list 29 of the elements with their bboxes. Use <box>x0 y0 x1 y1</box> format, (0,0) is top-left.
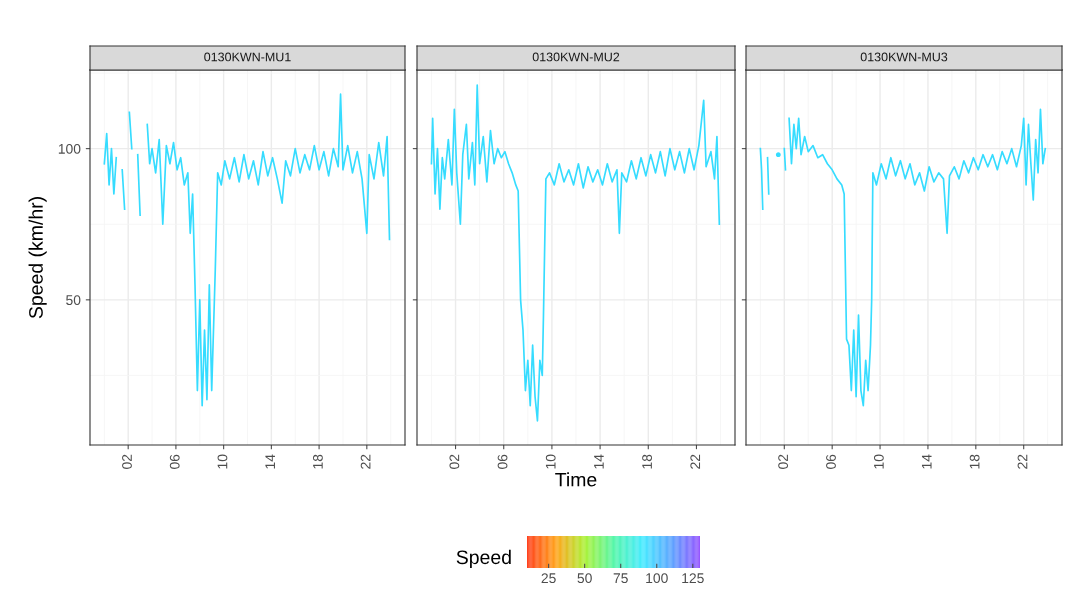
color-bar-label: 75 <box>613 573 628 584</box>
x-tick-label: 10 <box>873 454 884 469</box>
x-tick-label: 02 <box>778 454 789 469</box>
x-tick-label: 10 <box>545 454 556 469</box>
color-bar-label: 100 <box>646 573 668 584</box>
x-tick-label: 14 <box>594 454 604 469</box>
x-tick-label: 22 <box>690 454 701 469</box>
color-bar-title: Speed <box>456 549 511 568</box>
x-tick-label: 18 <box>642 454 652 469</box>
chart-title: 0130KWN-MU2 <box>532 52 620 62</box>
x-tick-label: 18 <box>969 454 980 469</box>
x-tick-label: 10 <box>217 454 228 469</box>
x-tick-label: 02 <box>449 454 460 469</box>
x-tick-label: 22 <box>1017 454 1028 469</box>
color-bar-label: 25 <box>541 573 556 584</box>
x-tick-label: 14 <box>265 454 275 469</box>
x-tick-label: 06 <box>169 454 180 469</box>
color-bar-label: 125 <box>682 573 704 584</box>
x-tick-label: 06 <box>826 454 836 469</box>
chart-title: 0130KWN-MU1 <box>204 52 291 62</box>
chart-title: 0130KWN-MU3 <box>860 52 948 62</box>
x-tick-label: 14 <box>921 454 932 469</box>
x-tick-label: 02 <box>122 454 132 469</box>
x-tick-label: 18 <box>312 454 323 469</box>
x-axis-title: Time <box>555 472 597 487</box>
y-axis-title: Speed (km/hr) <box>28 197 47 319</box>
x-tick-label: 06 <box>497 454 508 469</box>
color-bar-label: 50 <box>577 573 592 584</box>
x-tick-label: 22 <box>360 454 371 469</box>
